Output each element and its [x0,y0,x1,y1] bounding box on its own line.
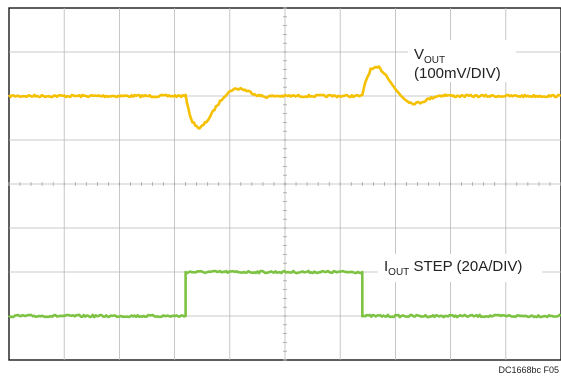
traces [7,65,561,319]
vout-label-bg [408,40,516,82]
vout-trace [7,65,561,130]
trace-labels: VOUT(100mV/DIV) IOUT STEP (20A/DIV) [378,40,542,282]
iout-label: IOUT STEP (20A/DIV) [384,258,522,278]
vout-label: VOUT [414,46,445,66]
iout-label-bg [378,254,542,282]
figure-id: DC1668bc F05 [498,365,559,375]
vout-scale-label: (100mV/DIV) [414,65,501,82]
iout-trace [8,269,561,319]
